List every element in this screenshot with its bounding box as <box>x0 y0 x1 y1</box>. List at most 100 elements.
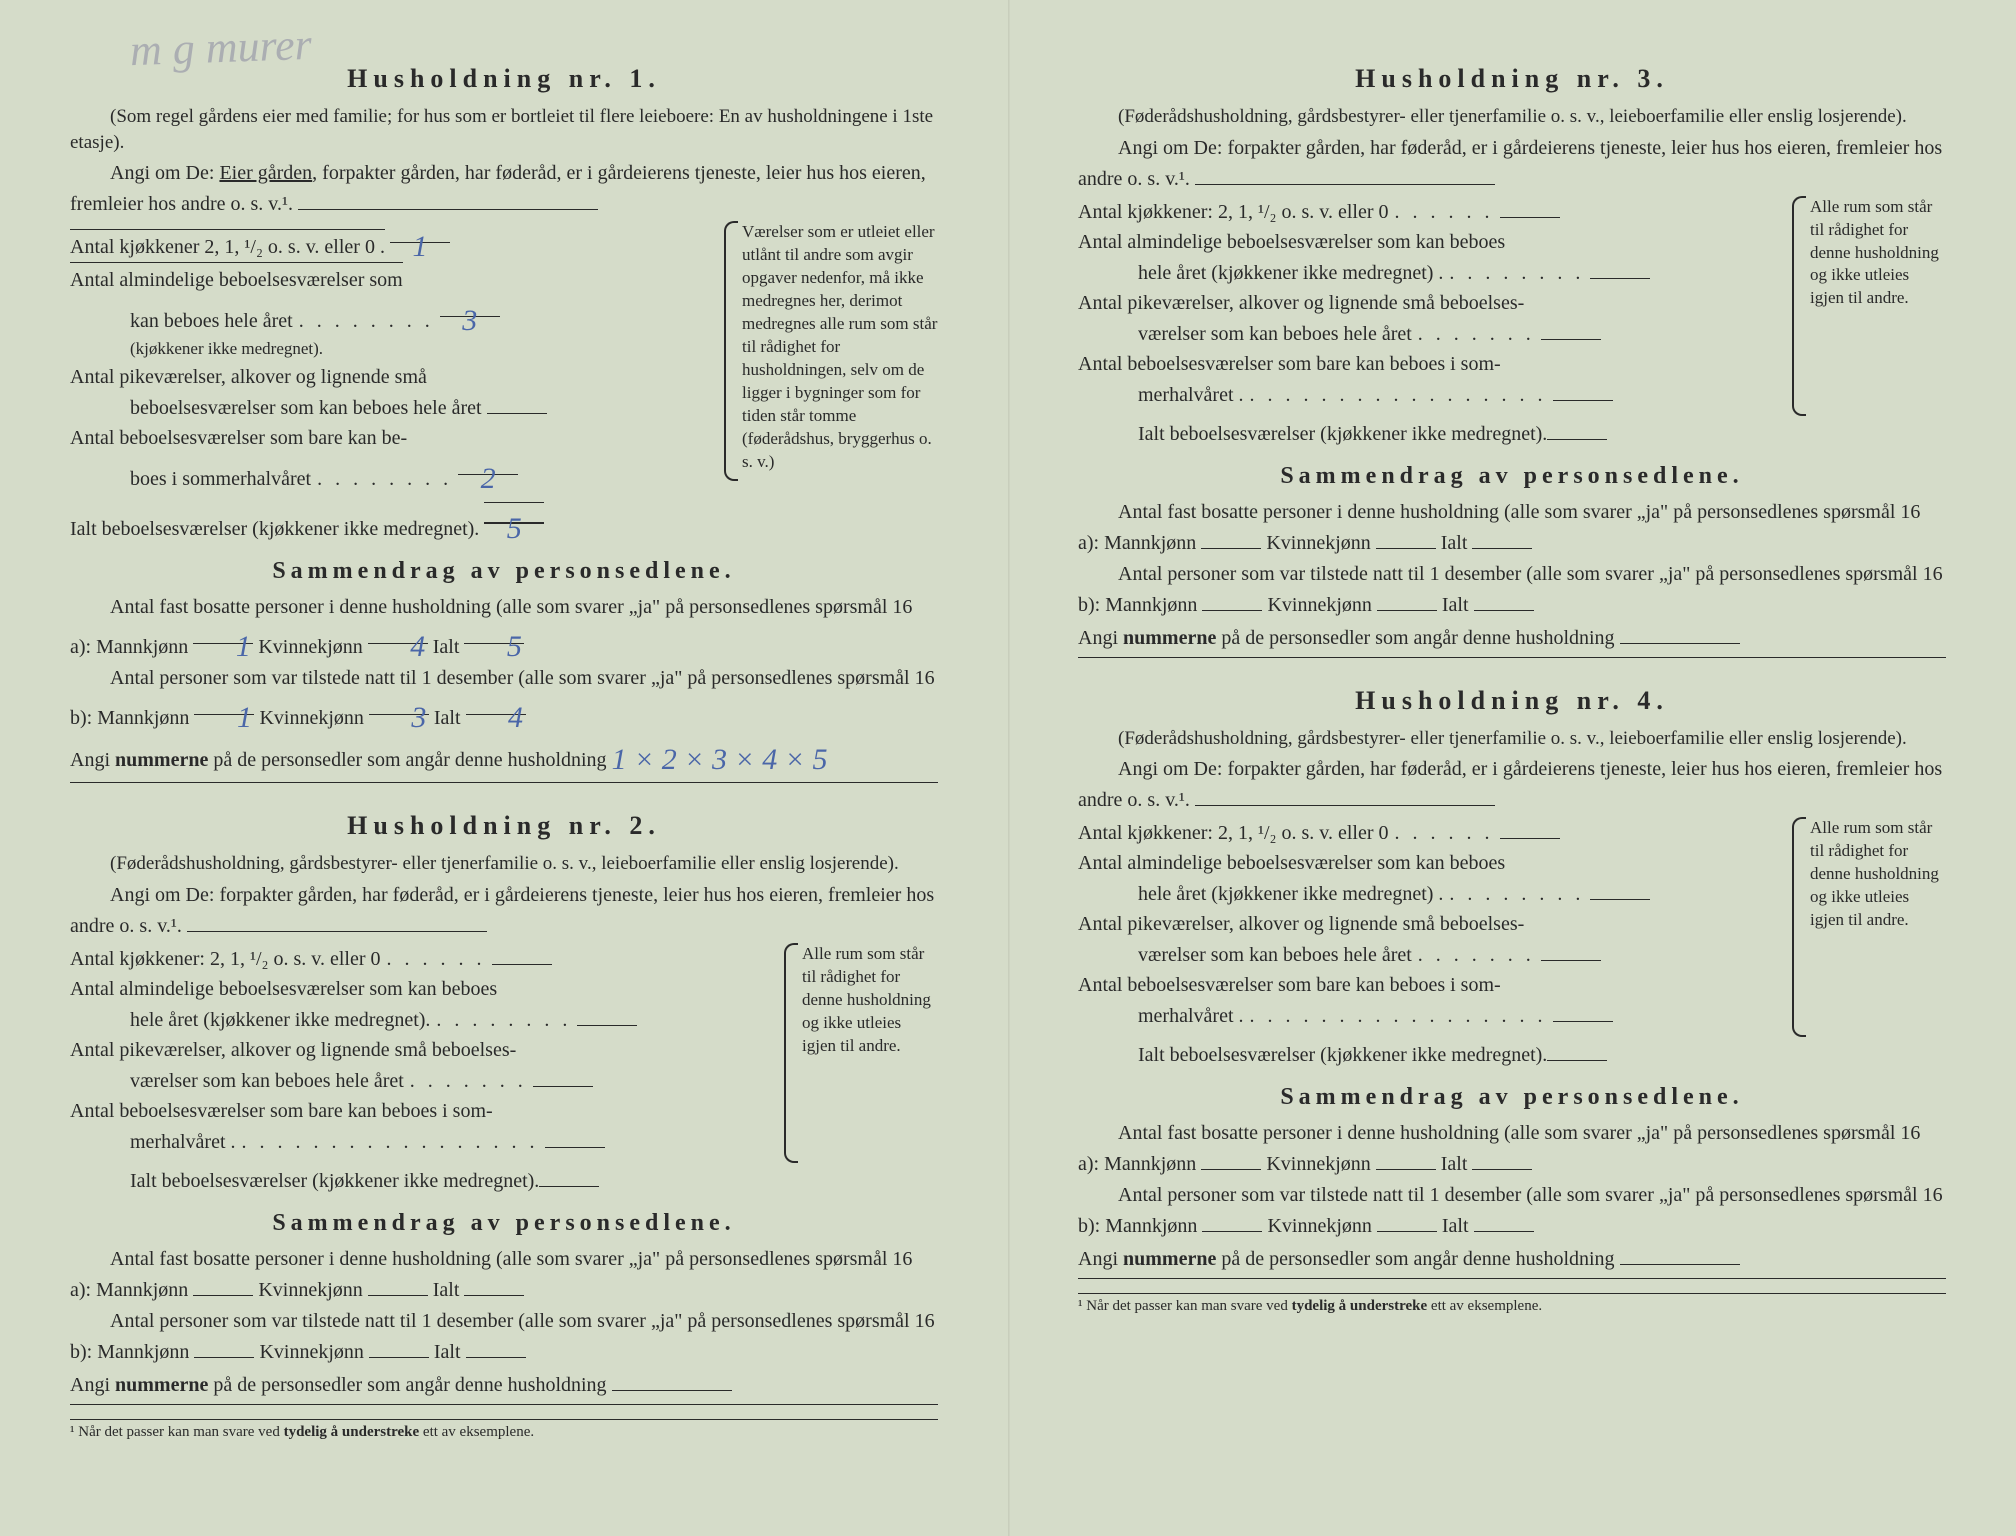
til2-ialt[interactable] <box>466 1336 526 1358</box>
til3-kvinne[interactable] <box>1377 589 1437 611</box>
ialt-line: Ialt beboelsesværelser (kjøkkener ikke m… <box>70 502 728 544</box>
kitchens-value[interactable]: 1 <box>390 221 450 243</box>
mann4-label: Mannkjønn <box>1104 1153 1196 1175</box>
angi2-blank[interactable] <box>187 910 487 932</box>
sommer4-value[interactable] <box>1553 1000 1613 1022</box>
ialt4-value[interactable] <box>1547 1039 1607 1061</box>
alm2-value[interactable] <box>577 1004 637 1026</box>
alm4-value[interactable] <box>1590 878 1650 900</box>
til4-ialt[interactable] <box>1474 1210 1534 1232</box>
kvinne2-label: Kvinnekjønn <box>258 1279 362 1301</box>
alm3-value[interactable] <box>1590 257 1650 279</box>
ialt2-value[interactable] <box>539 1165 599 1187</box>
fast2-kvinne[interactable] <box>368 1274 428 1296</box>
pike4-value[interactable] <box>1541 939 1601 961</box>
sommer-dots: . . . . . . . . <box>311 464 458 494</box>
fast-mann[interactable]: 1 <box>193 622 253 644</box>
til-kvinne[interactable]: 3 <box>369 693 429 715</box>
nummer4-blank[interactable] <box>1620 1243 1740 1265</box>
fast-kvinne[interactable]: 4 <box>368 622 428 644</box>
ialt4b-p-label: Ialt <box>1442 1215 1469 1237</box>
household-3-title: Husholdning nr. 3. <box>1078 64 1946 94</box>
fast4-para: Antal fast bosatte personer i denne hush… <box>1078 1119 1946 1179</box>
kitchens2-label: Antal kjøkkener: 2, 1, ¹/₂ o. s. v. elle… <box>70 944 381 974</box>
angi-option-underlined: Eier gården <box>219 162 312 184</box>
rooms2-main: Antal kjøkkener: 2, 1, ¹/₂ o. s. v. elle… <box>70 943 788 1196</box>
household-4-sidenote: Alle rum som står til rådighet for denne… <box>1796 817 1946 1037</box>
household-4-angi: Angi om De: forpakter gården, har føderå… <box>1078 755 1946 815</box>
fast3-ialt[interactable] <box>1472 527 1532 549</box>
angi4-prefix: Angi om De: <box>1118 758 1222 780</box>
fast4-ialt[interactable] <box>1472 1148 1532 1170</box>
fast2-mann[interactable] <box>193 1274 253 1296</box>
pike2-value[interactable] <box>533 1065 593 1087</box>
fast3-mann[interactable] <box>1201 527 1261 549</box>
kitchens4-value[interactable] <box>1500 817 1560 839</box>
kitchens2-value[interactable] <box>492 943 552 965</box>
angi3-blank[interactable] <box>1195 163 1495 185</box>
alm2-line1: Antal almindelige beboelsesværelser som … <box>70 974 788 1004</box>
kitchens3-value[interactable] <box>1500 196 1560 218</box>
angi4-blank[interactable] <box>1195 784 1495 806</box>
pike4-dots: . . . . . . . <box>1412 940 1541 970</box>
til3-ialt[interactable] <box>1474 589 1534 611</box>
ialt4-line: Ialt beboelsesværelser (kjøkkener ikke m… <box>1078 1039 1796 1070</box>
ialt3-value[interactable] <box>1547 418 1607 440</box>
sommer-line2: boes i sommerhalvåret . . . . . . . . 2 <box>70 453 728 494</box>
household-1-angi: Angi om De: Eier gården, forpakter gårde… <box>70 159 938 219</box>
alm2-label2: hele året (kjøkkener ikke medregnet). <box>130 1005 430 1035</box>
sidenote4-text: Alle rum som står til rådighet for denne… <box>1810 818 1939 929</box>
til4-kvinne[interactable] <box>1377 1210 1437 1232</box>
household-2-sidenote: Alle rum som står til rådighet for denne… <box>788 943 938 1163</box>
alm-line1: Antal almindelige beboelsesværelser som <box>70 262 728 295</box>
sommer3-value[interactable] <box>1553 379 1613 401</box>
sidenote3-text: Alle rum som står til rådighet for denne… <box>1810 197 1939 308</box>
til2-kvinne[interactable] <box>369 1336 429 1358</box>
fast4-kvinne[interactable] <box>1376 1148 1436 1170</box>
pike2-dots: . . . . . . . <box>404 1066 533 1096</box>
nummer-hand: 1 × 2 × 3 × 4 × 5 <box>612 743 828 776</box>
til-kvinne-hand: 3 <box>411 701 426 734</box>
alm-label1: Antal almindelige beboelsesværelser som <box>70 262 403 295</box>
ialt2-p-label: Ialt <box>433 1279 460 1301</box>
sommer2-value[interactable] <box>545 1126 605 1148</box>
til-mann[interactable]: 1 <box>194 693 254 715</box>
right-page: Husholdning nr. 3. (Føderådshusholdning,… <box>1008 0 2016 1536</box>
pike2-line2: værelser som kan beboes hele året . . . … <box>70 1065 788 1096</box>
angi-blank[interactable] <box>298 188 598 210</box>
fast-ialt[interactable]: 5 <box>464 622 524 644</box>
brace-icon <box>724 221 738 481</box>
pencil-annotation: m g murer <box>129 19 312 76</box>
pike3-value[interactable] <box>1541 318 1601 340</box>
fast4-mann[interactable] <box>1201 1148 1261 1170</box>
til-ialt[interactable]: 4 <box>466 693 526 715</box>
pike4-label2: værelser som kan beboes hele året <box>1138 940 1412 970</box>
fast-ialt-hand: 5 <box>507 630 522 663</box>
ialt-label: Ialt beboelsesværelser (kjøkkener ikke m… <box>70 514 479 544</box>
pike3-line1: Antal pikeværelser, alkover og lignende … <box>1078 288 1796 318</box>
kitchens4-dots: . . . . . . <box>1389 818 1500 848</box>
sommer4-dots: . . . . . . . . . . . . . . . . . <box>1244 1001 1553 1031</box>
fast-para: Antal fast bosatte personer i denne hush… <box>70 593 938 662</box>
nummer3-para: Angi nummerne på de personsedler som ang… <box>1078 622 1946 658</box>
fast3-kvinne[interactable] <box>1376 527 1436 549</box>
nummer2-blank[interactable] <box>612 1369 732 1391</box>
ialt-value[interactable]: 5 <box>484 502 544 524</box>
nummer3-blank[interactable] <box>1620 622 1740 644</box>
household-3-summary-title: Sammendrag av personsedlene. <box>1078 463 1946 490</box>
alm3-line2: hele året (kjøkkener ikke medregnet) . .… <box>1078 257 1796 288</box>
fast2-ialt[interactable] <box>464 1274 524 1296</box>
kitchens4-label: Antal kjøkkener: 2, 1, ¹/₂ o. s. v. elle… <box>1078 818 1389 848</box>
sidenote-text: Værelser som er utleiet eller utlånt til… <box>742 222 937 470</box>
household-1-rooms-row: Antal kjøkkener 2, 1, ¹/₂ o. s. v. eller… <box>70 221 938 544</box>
til4-mann[interactable] <box>1202 1210 1262 1232</box>
pike-value[interactable] <box>487 392 547 414</box>
kitchens2-line: Antal kjøkkener: 2, 1, ¹/₂ o. s. v. elle… <box>70 943 788 974</box>
sommer-value[interactable]: 2 <box>458 453 518 475</box>
household-3-rooms-row: Antal kjøkkener: 2, 1, ¹/₂ o. s. v. elle… <box>1078 196 1946 449</box>
kvinne3-label: Kvinnekjønn <box>1266 532 1370 554</box>
til2-mann[interactable] <box>194 1336 254 1358</box>
til3-mann[interactable] <box>1202 589 1262 611</box>
alm-hand: 3 <box>462 304 477 337</box>
alm-value[interactable]: 3 <box>440 295 500 317</box>
